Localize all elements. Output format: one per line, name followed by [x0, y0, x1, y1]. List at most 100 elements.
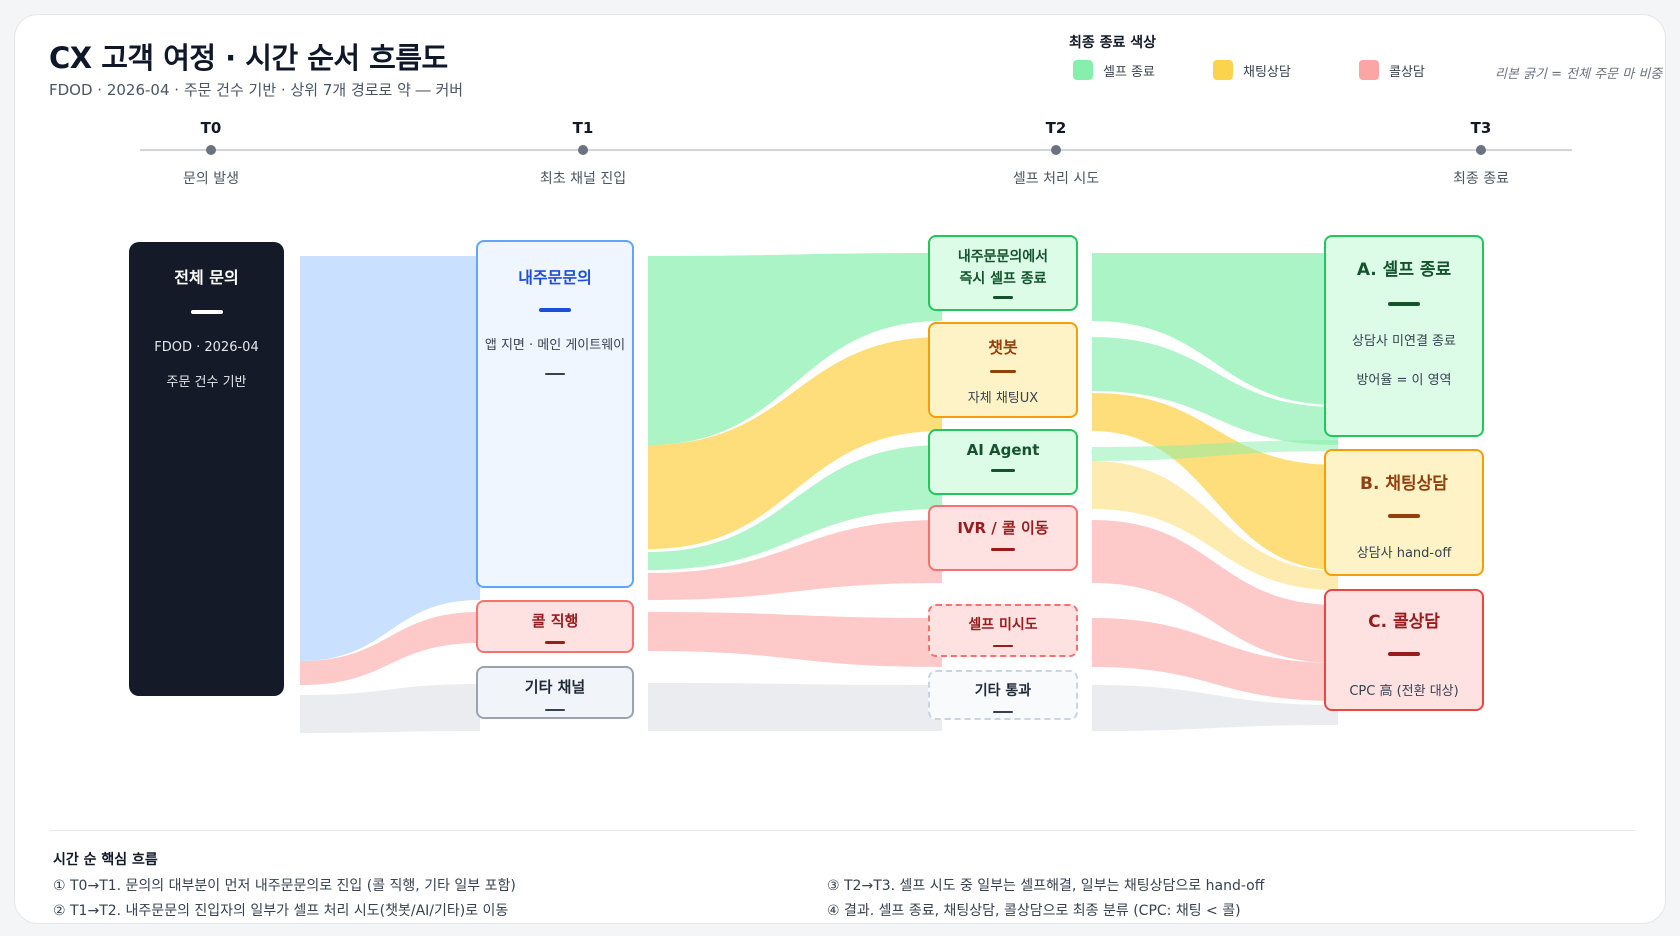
timeline-label-t2: T2: [1045, 119, 1067, 137]
timeline-label-t3: T3: [1470, 119, 1492, 137]
timeline-label-t1: T1: [572, 119, 594, 137]
timeline-desc-t2: 셀프 처리 시도: [1012, 171, 1100, 187]
node-aiagent-title: AI Agent: [966, 441, 1040, 459]
node-otherpass-title: 기타 통과: [974, 683, 1032, 699]
node-chatbot: 챗봇 자체 채팅UX: [928, 322, 1078, 418]
ribbon-chatbot-to-endself: [1092, 337, 1338, 445]
node-total-title: 전체 문의: [174, 268, 239, 287]
ribbon-inapp-to-chatbot: [648, 337, 942, 549]
node-instantself-title2: 즉시 셀프 종료: [959, 271, 1047, 287]
timeline-desc-t3: 최종 종료: [1453, 171, 1509, 187]
legend-label-chat: 채팅상담: [1243, 64, 1291, 80]
node-noself-title: 셀프 미시도: [968, 617, 1038, 633]
node-ivr-dash: [991, 548, 1015, 551]
ribbon-calldirect-to-noself: [648, 612, 942, 667]
ribbon-otherpass-to-end: [1092, 685, 1338, 731]
ribbon-chatbot-to-endchat: [1092, 393, 1338, 570]
ribbon-aiagent-to-endself: [1092, 440, 1338, 461]
node-instant-self-end: 내주문문의에서 즉시 셀프 종료: [928, 235, 1078, 311]
node-endself-line2: 방어율 = 이 영역: [1356, 373, 1452, 388]
legend-item-chat: 채팅상담: [1213, 60, 1291, 80]
node-otherchannel-title: 기타 채널: [524, 678, 586, 696]
timeline-label-t0: T0: [200, 119, 222, 137]
node-other-pass: 기타 통과: [928, 670, 1078, 720]
flow-ribbons: [300, 253, 1338, 733]
legend-item-call: 콜상담: [1359, 60, 1425, 80]
node-noself-dash: [993, 645, 1013, 647]
ribbon-aiagent-to-endchat: [1092, 461, 1338, 590]
notes-divider: [49, 830, 1635, 831]
timeline-dot-t1: [578, 145, 588, 155]
node-end-self: A. 셀프 종료 상담사 미연결 종료 방어율 = 이 영역: [1324, 235, 1484, 437]
node-endchat-sub: 상담사 hand-off: [1356, 546, 1452, 561]
legend-swatch-chat: [1213, 60, 1233, 80]
node-chatbot-dash: [990, 370, 1016, 373]
node-otherpass-dash: [993, 711, 1013, 713]
node-inapp-dash: [539, 308, 571, 312]
note-item-2: ② T1→T2. 내주문문의 진입자의 일부가 셀프 처리 시도(챗봇/AI/기…: [53, 903, 509, 919]
node-ai-agent: AI Agent: [928, 429, 1078, 495]
node-end-chat: B. 채팅상담 상담사 hand-off: [1324, 449, 1484, 576]
node-inapp-inquiry: 내주문문의 앱 지면 · 메인 게이트웨이: [476, 240, 634, 588]
ribbon-otherchannel-to-otherpass: [648, 683, 942, 731]
page-subtitle: FDOD · 2026-04 · 주문 건수 기반 · 상위 7개 경로로 약 …: [49, 81, 464, 99]
legend-label-call: 콜상담: [1389, 64, 1425, 80]
notes-title: 시간 순 핵심 흐름: [53, 852, 158, 868]
node-endchat-dash: [1388, 514, 1420, 518]
node-calldirect-title: 콜 직행: [531, 612, 579, 630]
ribbon-inapp-to-aiagent: [648, 445, 942, 570]
diagram-card: CX 고객 여정 · 시간 순서 흐름도 FDOD · 2026-04 · 주문…: [14, 14, 1666, 924]
legend-note: 리본 굵기 = 전체 주문 마 비중: [1495, 67, 1663, 82]
legend-label-self: 셀프 종료: [1103, 64, 1155, 80]
node-ivr-title: IVR / 콜 이동: [957, 519, 1049, 537]
ribbon-total-to-inapp: [300, 256, 480, 661]
note-item-3: ③ T2→T3. 셀프 시도 중 일부는 셀프해결, 일부는 채팅상담으로 ha…: [827, 878, 1265, 894]
node-total-inquiries: 전체 문의 FDOD · 2026-04 주문 건수 기반: [129, 242, 284, 696]
ribbon-ivr-to-endcall: [1092, 520, 1338, 663]
timeline-desc-t0: 문의 발생: [183, 171, 239, 187]
timeline-axis: [140, 149, 1572, 151]
node-ivr-call-move: IVR / 콜 이동: [928, 505, 1078, 571]
node-endcall-sub: CPC 高 (전환 대상): [1349, 684, 1459, 699]
node-self-not-attempted: 셀프 미시도: [928, 604, 1078, 657]
ribbon-inapp-to-instantself: [648, 253, 942, 445]
legend-item-self: 셀프 종료: [1073, 60, 1155, 80]
node-inapp-minor-dash: [545, 373, 565, 375]
node-inapp-sub: 앱 지면 · 메인 게이트웨이: [484, 338, 626, 353]
node-total-line2: 주문 건수 기반: [166, 375, 247, 390]
node-endcall-title: C. 콜상담: [1368, 612, 1440, 632]
legend-swatch-call: [1359, 60, 1379, 80]
node-calldirect-dash: [545, 641, 565, 644]
ribbon-inapp-to-ivr: [648, 520, 942, 600]
ribbon-total-to-calldirect: [300, 612, 480, 685]
timeline-dot-t0: [206, 145, 216, 155]
node-endself-line1: 상담사 미연결 종료: [1352, 334, 1456, 349]
node-total-line1: FDOD · 2026-04: [154, 340, 259, 355]
ribbon-total-to-otherchannel: [300, 684, 480, 733]
note-item-1: ① T0→T1. 문의의 대부분이 먼저 내주문문의로 진입 (콜 직행, 기타…: [53, 878, 516, 894]
timeline-desc-t1: 최초 채널 진입: [539, 171, 627, 187]
node-otherchannel-dash: [545, 709, 565, 711]
node-instantself-dash: [993, 296, 1013, 299]
legend-title: 최종 종료 색상: [1069, 35, 1157, 51]
node-instantself-title1: 내주문문의에서: [957, 249, 1049, 265]
node-inapp-title: 내주문문의: [518, 268, 592, 287]
ribbon-instantself-to-endself: [1092, 253, 1338, 405]
node-other-channel: 기타 채널: [476, 666, 634, 719]
legend-swatch-self: [1073, 60, 1093, 80]
node-total-dash: [190, 310, 223, 314]
node-endcall-dash: [1388, 652, 1420, 656]
node-call-direct: 콜 직행: [476, 600, 634, 653]
node-chatbot-title: 챗봇: [988, 338, 1018, 357]
node-endchat-title: B. 채팅상담: [1360, 474, 1448, 494]
node-end-call: C. 콜상담 CPC 高 (전환 대상): [1324, 589, 1484, 711]
note-item-4: ④ 결과. 셀프 종료, 채팅상담, 콜상담으로 최종 분류 (CPC: 채팅 …: [827, 903, 1241, 919]
node-chatbot-sub: 자체 채팅UX: [967, 391, 1039, 406]
node-endself-title: A. 셀프 종료: [1356, 260, 1452, 280]
timeline-dot-t2: [1051, 145, 1061, 155]
ribbon-noself-to-endcall: [1092, 618, 1338, 701]
page-title: CX 고객 여정 · 시간 순서 흐름도: [49, 41, 448, 75]
node-endself-dash: [1388, 302, 1420, 306]
node-aiagent-dash: [991, 469, 1015, 472]
timeline-dot-t3: [1476, 145, 1486, 155]
